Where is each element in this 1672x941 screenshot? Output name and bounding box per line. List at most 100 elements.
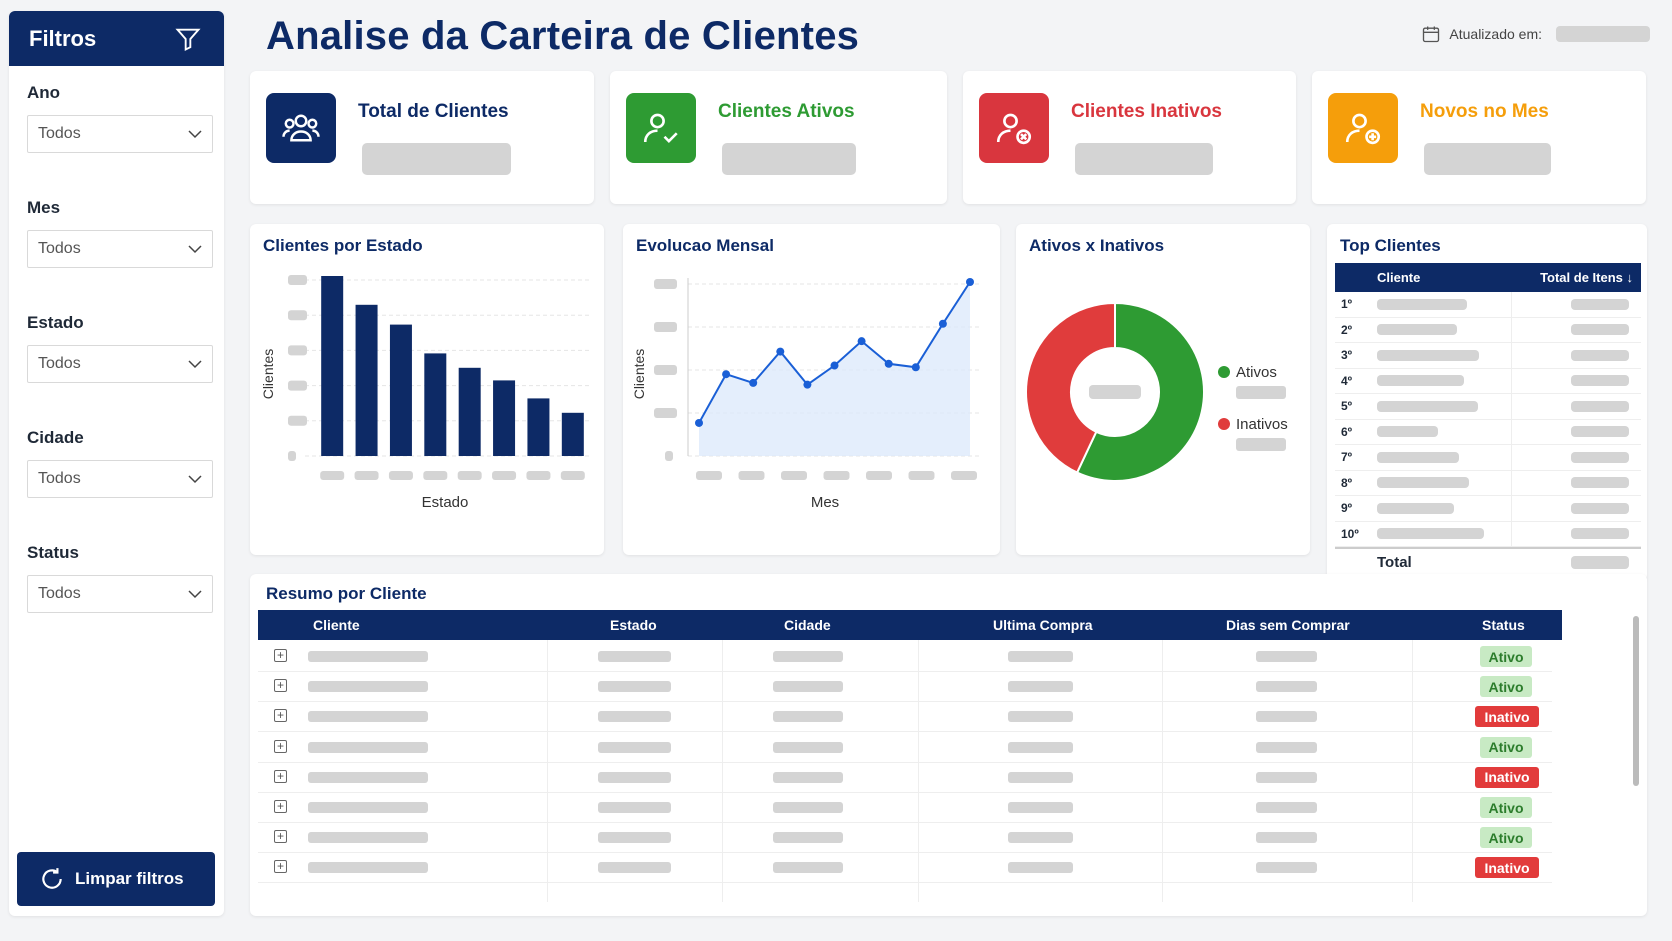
col-header-dias-sem-comprar[interactable]: Dias sem Comprar: [1226, 617, 1350, 633]
top-client-row[interactable]: 4º: [1335, 368, 1641, 394]
user-check-icon: [626, 93, 696, 163]
filter-icon[interactable]: [174, 25, 202, 53]
dias-sem-comprar-placeholder: [1256, 771, 1317, 783]
expand-row-icon[interactable]: +: [274, 860, 287, 874]
ano-select[interactable]: Todos: [27, 115, 213, 153]
dias-sem-comprar-placeholder: [1256, 681, 1317, 693]
filter-label: Cidade: [27, 428, 84, 447]
table-row[interactable]: + Ativo: [258, 791, 1552, 823]
data-point[interactable]: [776, 347, 785, 356]
top-client-row[interactable]: 9º: [1335, 495, 1641, 522]
x-tick-placeholder: [388, 471, 413, 480]
kpi-card-inativos: Clientes Inativos: [963, 71, 1296, 204]
bar[interactable]: [321, 276, 344, 456]
table-row[interactable]: + Inativo: [258, 700, 1552, 733]
top-client-row[interactable]: 2º: [1335, 317, 1641, 343]
top-client-row[interactable]: 3º: [1335, 342, 1641, 369]
top-client-row[interactable]: 1º: [1335, 291, 1641, 318]
clear-filters-button[interactable]: Limpar filtros: [17, 852, 215, 906]
col-cliente-header[interactable]: Cliente: [1377, 270, 1421, 285]
x-tick-placeholder: [781, 471, 807, 480]
data-point[interactable]: [966, 278, 974, 286]
ultima-compra-placeholder: [1008, 741, 1073, 753]
table-row[interactable]: + Inativo: [258, 761, 1552, 793]
bar[interactable]: [424, 353, 447, 456]
top-client-row[interactable]: 8º: [1335, 470, 1641, 496]
expand-row-icon[interactable]: +: [274, 739, 287, 753]
updated-info: Atualizado em:: [1421, 24, 1650, 44]
bar[interactable]: [458, 367, 481, 456]
estado-placeholder: [598, 681, 671, 693]
line-chart-mensal: Clientes Mes: [631, 278, 980, 511]
estado-select[interactable]: Todos: [27, 345, 213, 383]
data-point[interactable]: [695, 418, 703, 427]
data-point[interactable]: [830, 361, 839, 370]
col-header-status[interactable]: Status: [1482, 617, 1525, 633]
donut-slice-inativos[interactable]: [1025, 301, 1116, 474]
top-client-row[interactable]: 6º: [1335, 419, 1641, 445]
client-total-placeholder: [1571, 426, 1629, 438]
filter-label: Estado: [27, 313, 84, 332]
data-point[interactable]: [749, 378, 758, 387]
col-total-header[interactable]: Total de Itens ↓: [1540, 270, 1633, 285]
rank-label: 1º: [1341, 297, 1353, 312]
rank-label: 6º: [1341, 424, 1353, 439]
mes-select[interactable]: Todos: [27, 230, 213, 268]
col-header-ultima-compra[interactable]: Ultima Compra: [993, 617, 1093, 633]
expand-row-icon[interactable]: +: [274, 769, 287, 783]
donut-slice-ativos[interactable]: [1075, 301, 1205, 482]
row-divider: [1511, 521, 1512, 547]
data-point[interactable]: [803, 380, 812, 389]
expand-row-icon[interactable]: +: [274, 830, 287, 844]
bar[interactable]: [493, 380, 516, 456]
data-point[interactable]: [938, 319, 947, 328]
col-header-cidade[interactable]: Cidade: [784, 617, 831, 633]
expand-row-icon[interactable]: +: [274, 679, 287, 693]
y-tick-placeholder: [288, 310, 307, 321]
data-point[interactable]: [884, 359, 893, 368]
status-select[interactable]: Todos: [27, 575, 213, 613]
table-row[interactable]: + Inativo: [258, 851, 1552, 884]
table-row[interactable]: + Ativo: [258, 670, 1552, 703]
cidade-placeholder: [773, 681, 843, 693]
row-divider: [1511, 495, 1512, 521]
bar[interactable]: [389, 324, 412, 456]
clear-filters-label: Limpar filtros: [75, 869, 184, 888]
client-name-placeholder: [1377, 324, 1457, 336]
expand-row-icon[interactable]: +: [274, 800, 287, 813]
bar[interactable]: [527, 398, 550, 456]
top-client-row[interactable]: 10º: [1335, 521, 1641, 547]
legend-value-placeholder: [1236, 386, 1286, 399]
estado-placeholder: [598, 862, 671, 874]
top-total-row: Total: [1335, 547, 1641, 575]
resumo-title: Resumo por Cliente: [266, 584, 427, 603]
cidade-select[interactable]: Todos: [27, 460, 213, 498]
data-point[interactable]: [722, 370, 731, 379]
col-header-estado[interactable]: Estado: [610, 617, 657, 633]
data-point[interactable]: [911, 363, 920, 372]
bar[interactable]: [561, 412, 584, 456]
top-client-row[interactable]: 7º: [1335, 444, 1641, 471]
table-row[interactable]: + Ativo: [258, 640, 1552, 672]
bar[interactable]: [355, 304, 378, 456]
column-divider: [547, 640, 548, 902]
table-row[interactable]: + Ativo: [258, 821, 1552, 854]
kpi-title: Clientes Inativos: [1071, 101, 1222, 122]
ultima-compra-placeholder: [1008, 832, 1073, 844]
x-tick-placeholder: [951, 471, 977, 480]
data-point[interactable]: [857, 337, 866, 346]
expand-row-icon[interactable]: +: [274, 649, 287, 662]
vertical-scrollbar[interactable]: [1633, 616, 1639, 786]
cidade-placeholder: [773, 771, 843, 783]
client-total-placeholder: [1571, 477, 1629, 489]
expand-row-icon[interactable]: +: [274, 709, 287, 723]
table-row[interactable]: + Ativo: [258, 731, 1552, 763]
top-client-row[interactable]: 5º: [1335, 393, 1641, 420]
gridlines: [654, 279, 980, 461]
x-tick-placeholder: [492, 471, 517, 480]
client-name-placeholder: [1377, 528, 1484, 540]
cliente-placeholder: [308, 802, 428, 813]
col-header-cliente[interactable]: Cliente: [313, 617, 360, 633]
kpi-title: Novos no Mes: [1420, 101, 1549, 122]
x-tick-placeholder: [696, 471, 722, 480]
